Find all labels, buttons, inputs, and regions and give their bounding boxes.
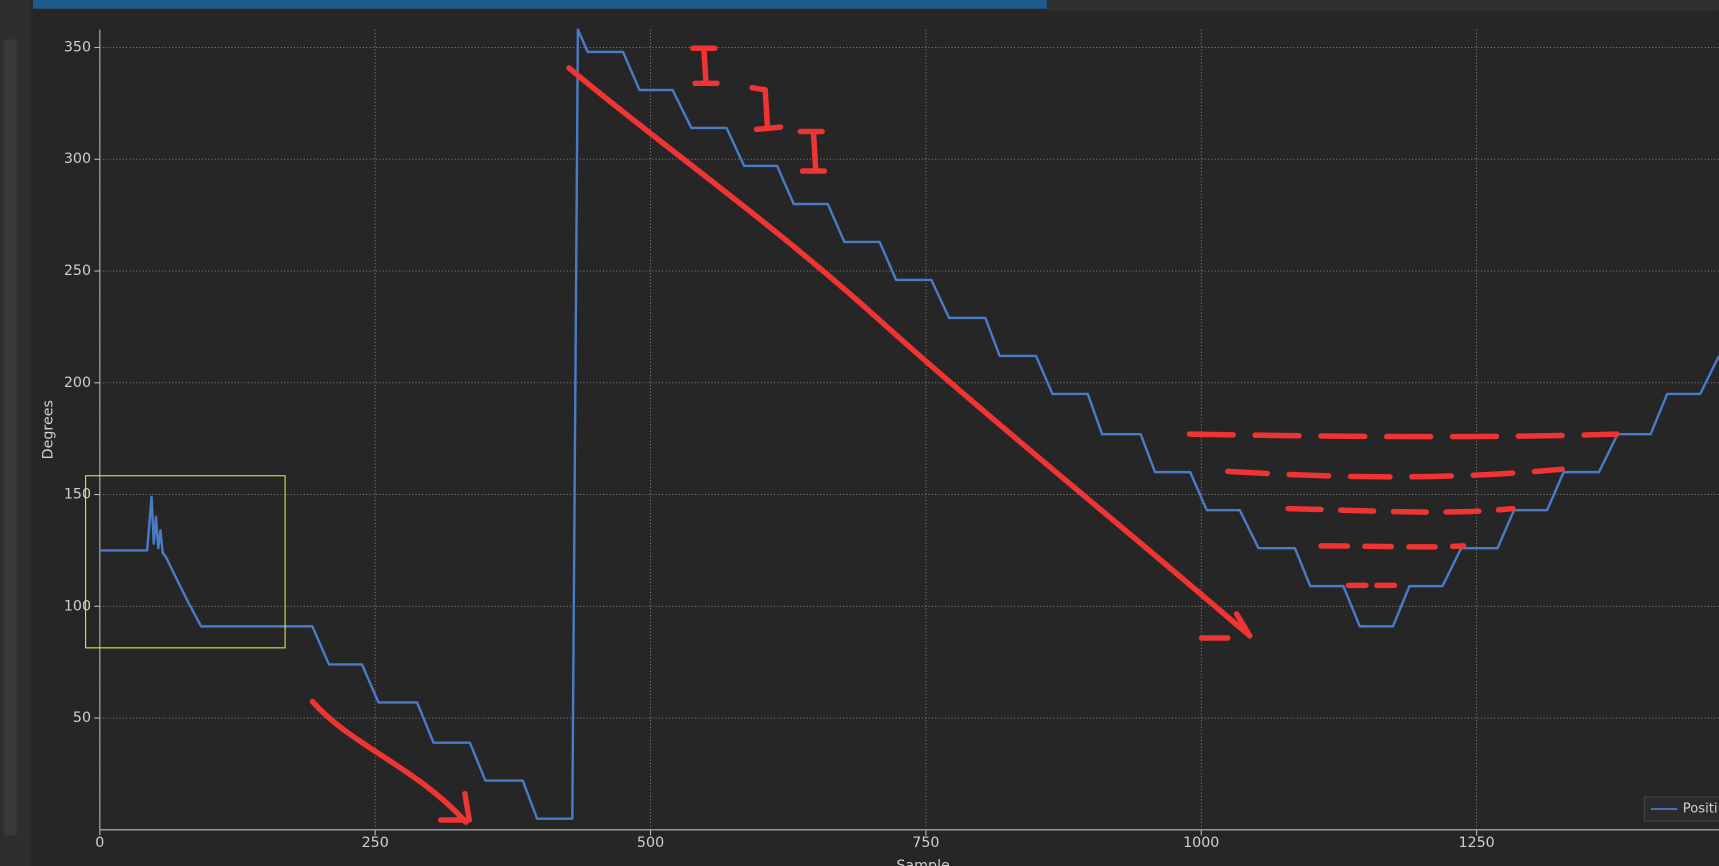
annotation-arrow (566, 65, 1253, 639)
y-tick-label: 200 (64, 375, 91, 391)
annotation-dash (1318, 543, 1467, 550)
annotations (309, 45, 1620, 825)
y-tick-label: 300 (64, 151, 91, 167)
x-axis-label: Sample (896, 858, 950, 866)
data-line (99, 28, 1719, 820)
annotation-dash (1186, 431, 1620, 440)
y-tick-label: 250 (64, 263, 91, 279)
annotation-arrow (309, 698, 472, 825)
highlight-box (85, 475, 286, 649)
x-tick-label: 250 (362, 835, 389, 851)
title-bar (32, 0, 1047, 9)
x-tick-label: 750 (912, 835, 939, 851)
y-tick-label: 150 (64, 487, 91, 503)
annotation-marks (690, 45, 828, 174)
x-tick-label: 500 (637, 835, 664, 851)
x-tick-label: 1000 (1183, 835, 1219, 851)
annotation-arrow-head (1198, 611, 1253, 641)
y-tick-label: 100 (64, 598, 91, 614)
y-tick-label: 350 (64, 39, 91, 55)
legend-label: Positi (1683, 801, 1718, 816)
x-tick-label: 0 (95, 835, 104, 851)
scrollbar[interactable] (4, 39, 17, 836)
y-axis-label: Degrees (40, 400, 56, 459)
header (1046, 0, 1719, 11)
annotation-dash (1285, 505, 1516, 515)
x-tick-label: 1250 (1458, 835, 1494, 851)
annotation-dash (1225, 466, 1565, 480)
y-tick-label: 50 (73, 710, 91, 726)
